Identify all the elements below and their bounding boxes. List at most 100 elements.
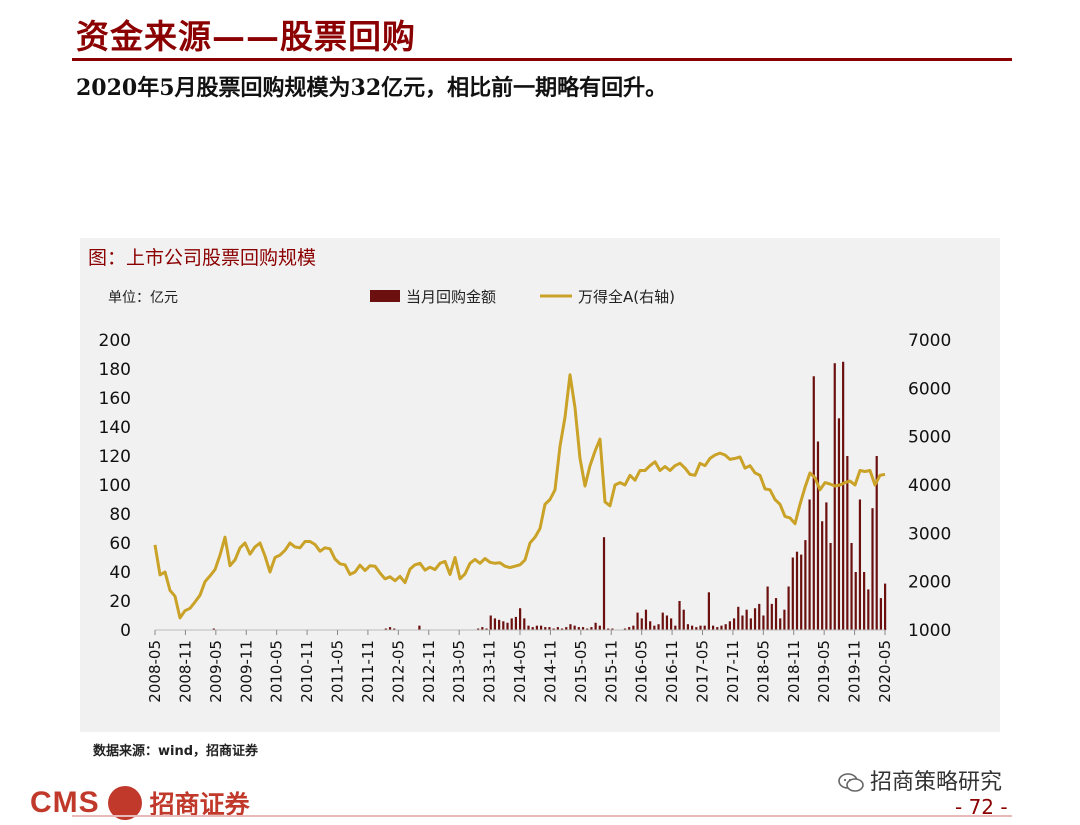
bar: [770, 603, 773, 630]
bar: [837, 418, 841, 630]
x-tick-label: 2018-11: [785, 640, 803, 703]
bar: [502, 621, 505, 630]
x-tick-label: 2008-05: [146, 640, 164, 703]
bar: [418, 625, 421, 630]
y-left-tick-label: 60: [109, 534, 131, 554]
bar: [632, 625, 635, 630]
bar: [867, 589, 870, 630]
bar: [523, 618, 526, 630]
bar: [678, 601, 681, 630]
wechat-icon: [838, 773, 864, 792]
x-tick-label: 2011-05: [329, 640, 347, 703]
bar: [829, 543, 832, 630]
x-tick-label: 2016-05: [633, 640, 651, 703]
y-left-tick-label: 180: [99, 360, 131, 380]
x-tick-label: 2009-05: [207, 640, 225, 703]
x-tick-label: 2014-11: [541, 640, 559, 703]
bar: [535, 625, 538, 630]
bar: [594, 622, 597, 630]
y-left-tick-label: 100: [99, 476, 131, 496]
bar: [858, 499, 862, 630]
bar: [842, 361, 845, 630]
bar: [808, 499, 811, 630]
bar: [745, 609, 748, 630]
footer-divider: [72, 815, 1012, 817]
x-tick-label: 2008-11: [176, 640, 194, 703]
x-tick-label: 2015-05: [572, 640, 590, 703]
y-left-tick-label: 40: [109, 563, 131, 583]
bar: [774, 598, 778, 630]
bar: [884, 583, 887, 630]
bar: [665, 615, 669, 630]
y-left-tick-label: 200: [99, 331, 131, 351]
x-tick-label: 2014-05: [511, 640, 529, 703]
bar: [670, 618, 673, 630]
x-tick-label: 2017-11: [724, 640, 742, 703]
bar: [720, 625, 723, 630]
cms-logo: CMS 招商证券: [30, 785, 250, 821]
logo-cn-text: 招商证券: [149, 790, 250, 819]
bar: [737, 606, 740, 630]
bar: [661, 612, 664, 630]
bar: [833, 363, 836, 630]
bar: [510, 618, 513, 630]
bar: [598, 625, 601, 630]
title-divider: [72, 58, 1012, 61]
x-tick-label: 2020-05: [876, 640, 894, 703]
bar: [732, 618, 736, 630]
bar: [602, 537, 606, 630]
x-tick-label: 2010-05: [268, 640, 286, 703]
bar: [393, 628, 396, 630]
page-title: 资金来源——股票回购: [76, 17, 416, 56]
bar: [506, 622, 509, 630]
bar: [787, 586, 790, 630]
bar: [699, 625, 702, 630]
bar: [565, 627, 568, 630]
bar: [611, 628, 614, 630]
bar: [691, 625, 694, 630]
bar: [498, 619, 501, 630]
bar: [649, 621, 652, 630]
bar: [388, 627, 392, 630]
data-source: 数据来源：wind，招商证券: [93, 744, 259, 759]
chart-title: 图：上市公司股票回购规模: [88, 247, 317, 269]
unit-label: 单位：亿元: [108, 290, 178, 306]
bar: [653, 625, 656, 630]
legend-bar-label: 当月回购金额: [406, 288, 496, 306]
bar: [552, 628, 555, 630]
bar: [481, 627, 484, 630]
bar: [569, 624, 572, 630]
bar: [489, 615, 492, 630]
bar: [577, 627, 580, 630]
y-right-tick-label: 2000: [908, 573, 951, 593]
x-tick-label: 2017-05: [694, 640, 712, 703]
bar: [519, 608, 522, 630]
x-tick-label: 2015-11: [602, 640, 620, 703]
y-right-tick-label: 3000: [908, 524, 951, 544]
legend-bar-swatch: [370, 290, 400, 302]
bar: [527, 625, 530, 630]
bar: [816, 441, 820, 630]
logo-cms-text: CMS: [30, 786, 100, 819]
x-tick-label: 2019-11: [846, 640, 864, 703]
x-tick-label: 2016-11: [663, 640, 681, 703]
y-left-tick-label: 140: [99, 418, 131, 438]
y-right-tick-label: 5000: [908, 428, 951, 448]
y-left-tick-label: 20: [109, 592, 131, 612]
bar: [556, 627, 559, 630]
bar: [548, 627, 551, 630]
bar: [514, 616, 518, 630]
x-tick-label: 2013-05: [450, 640, 468, 703]
bar: [783, 609, 786, 630]
bar: [539, 625, 543, 630]
bar: [682, 609, 685, 630]
x-tick-label: 2009-11: [237, 640, 255, 703]
y-right-tick-label: 6000: [908, 379, 951, 399]
bar: [581, 627, 585, 630]
x-tick-label: 2011-11: [359, 640, 377, 703]
bar: [531, 627, 534, 630]
bar: [623, 628, 627, 630]
bar: [875, 456, 878, 630]
bar: [640, 618, 643, 630]
